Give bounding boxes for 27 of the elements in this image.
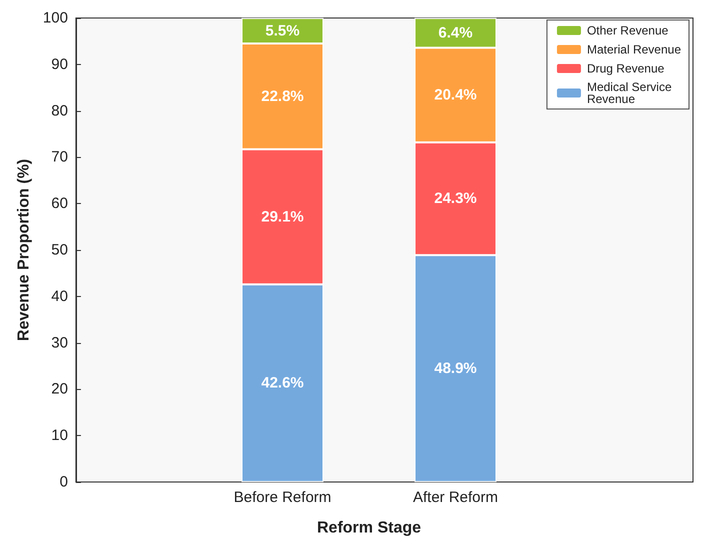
y-tick-label: 100 [42,10,68,26]
y-axis-title: Revenue Proportion (%) [16,158,32,342]
legend-label: Drug Revenue [586,62,665,76]
x-tick-label: Before Reform [234,489,332,506]
data-label: 20.4% [434,86,477,104]
x-axis-title: Reform Stage [316,520,422,536]
y-tick-label: 10 [51,427,68,444]
y-tick-label: 50 [51,242,68,258]
y-tick-label: 80 [51,102,68,120]
data-label: 42.6% [261,374,304,392]
y-tick-label: 90 [51,56,68,73]
y-tick-label: 70 [51,148,68,166]
legend-label: Other Revenue [586,24,669,38]
y-tick-label: 30 [51,334,68,352]
data-label: 22.8% [261,88,304,105]
data-label: 24.3% [434,190,477,208]
data-label: 5.5% [265,22,300,40]
data-label: 6.4% [438,24,473,42]
legend-label: Medical Service Revenue [586,80,675,106]
y-tick-label: 40 [51,288,68,305]
y-tick-label: 60 [51,195,68,212]
x-tick-label: After Reform [412,489,498,506]
y-tick-label: 0 [60,474,68,490]
data-label: 48.9% [434,360,477,378]
y-tick-label: 20 [51,380,68,398]
legend-label: Material Revenue [586,42,682,56]
data-label: 29.1% [261,208,304,226]
